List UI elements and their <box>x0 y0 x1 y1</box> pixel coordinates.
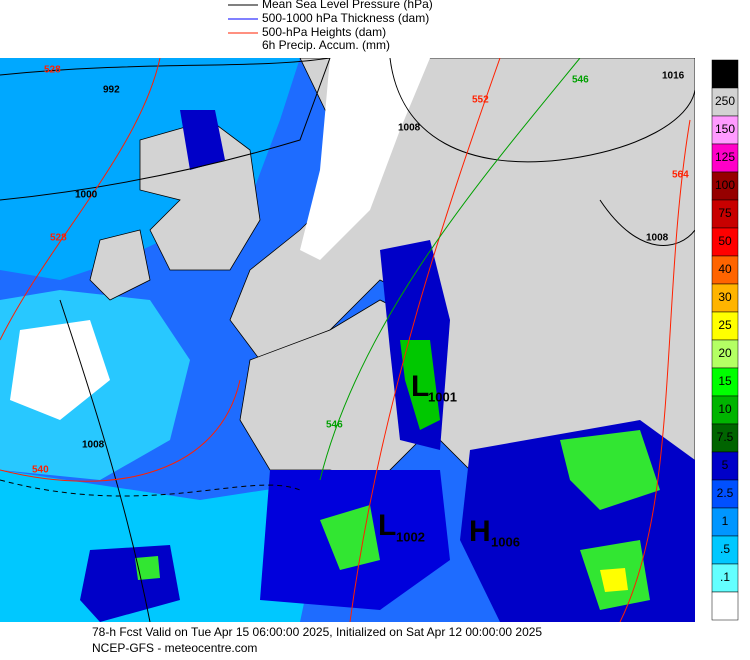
high-center: H <box>469 515 491 548</box>
precip-field <box>10 320 110 420</box>
colorbar-swatch <box>711 87 739 117</box>
land <box>89 229 151 301</box>
thickness-contour <box>319 58 581 481</box>
colorbar-label: 15 <box>718 374 732 388</box>
map: 992 1000 1008 1008 1008 1016 528 528 540… <box>0 58 695 622</box>
land <box>139 119 261 271</box>
header-legend: Mean Sea Level Pressure (hPa) 500-1000 h… <box>228 0 433 52</box>
contour-label: 528 <box>50 233 67 244</box>
colorbar-label: .1 <box>720 570 730 584</box>
colorbar: 250 150 125 100 75 50 40 30 25 20 15 10 7.5 5 2.5 1 .5 .1 <box>711 59 739 621</box>
colorbar-swatch <box>711 507 739 537</box>
colorbar-swatch <box>711 311 739 341</box>
high-value: 1006 <box>491 534 520 549</box>
legend-label: 500-hPa Heights (dam) <box>262 25 386 39</box>
height-contour <box>349 58 501 622</box>
height-contour <box>0 58 161 341</box>
isobar <box>0 58 331 76</box>
colorbar-swatch <box>711 115 739 145</box>
precip-field <box>135 556 160 580</box>
contour-label: 1008 <box>82 440 105 451</box>
colorbar-label: 50 <box>718 234 732 248</box>
colorbar-label: 125 <box>715 150 735 164</box>
colorbar-swatch <box>711 591 739 621</box>
colorbar-label: 5 <box>722 458 729 472</box>
legend-label: Mean Sea Level Pressure (hPa) <box>262 0 433 11</box>
contour-label: 546 <box>572 75 589 86</box>
low-value: 1001 <box>428 389 457 404</box>
colorbar-label: 20 <box>718 346 732 360</box>
precip-field <box>300 58 430 260</box>
contour-label: 1000 <box>75 190 98 201</box>
colorbar-swatch <box>711 255 739 285</box>
colorbar-label: 40 <box>718 262 732 276</box>
contour-label: 1008 <box>646 233 669 244</box>
colorbar-swatch <box>711 59 739 89</box>
precip-field <box>320 505 380 570</box>
precip-field <box>560 430 660 510</box>
contour-label: 528 <box>44 65 61 76</box>
colorbar-swatch <box>711 283 739 313</box>
contour-label: 540 <box>32 465 49 476</box>
isobar <box>59 299 151 622</box>
legend-label: 500-1000 hPa Thickness (dam) <box>262 11 429 25</box>
thickness <box>0 479 301 497</box>
low-value: 1002 <box>396 529 425 544</box>
colorbar-swatch <box>711 535 739 565</box>
precip-field <box>600 568 628 592</box>
colorbar-label: .5 <box>720 542 730 556</box>
legend-label: 6h Precip. Accum. (mm) <box>262 38 390 52</box>
height-contour <box>619 119 691 622</box>
isobar <box>0 58 331 201</box>
colorbar-swatch <box>711 367 739 397</box>
colorbar-swatch <box>711 451 739 481</box>
colorbar-swatch <box>711 339 739 369</box>
contour-label: 564 <box>672 170 689 181</box>
footer-source: NCEP-GFS - meteocentre.com <box>92 641 257 655</box>
colorbar-swatch <box>711 423 739 453</box>
colorbar-label: 1 <box>722 514 729 528</box>
isobar <box>389 58 695 163</box>
contour-label: 1008 <box>398 123 421 134</box>
low-center: L <box>411 370 429 403</box>
colorbar-swatch <box>711 563 739 593</box>
colorbar-swatch <box>711 143 739 173</box>
height-contour <box>0 379 241 482</box>
precip-field <box>400 340 440 430</box>
colorbar-label: 150 <box>715 122 735 136</box>
isobar <box>599 199 695 246</box>
contour-label: 552 <box>472 95 489 106</box>
colorbar-label: 75 <box>718 206 732 220</box>
colorbar-label: 10 <box>718 402 732 416</box>
precip-field <box>180 110 225 170</box>
land <box>239 299 431 481</box>
contour-label: 1016 <box>662 71 685 82</box>
footer-valid: 78-h Fcst Valid on Tue Apr 15 06:00:00 2… <box>92 625 542 639</box>
colorbar-label: 7.5 <box>717 430 734 444</box>
colorbar-label: 250 <box>715 94 735 108</box>
colorbar-label: 30 <box>718 290 732 304</box>
colorbar-label: 25 <box>718 318 732 332</box>
colorbar-swatch <box>711 479 739 509</box>
colorbar-label: 100 <box>715 178 735 192</box>
contour-label: 546 <box>326 420 343 431</box>
low-center: L <box>378 509 396 542</box>
colorbar-label: 2.5 <box>717 486 734 500</box>
contour-label: 992 <box>103 85 120 96</box>
